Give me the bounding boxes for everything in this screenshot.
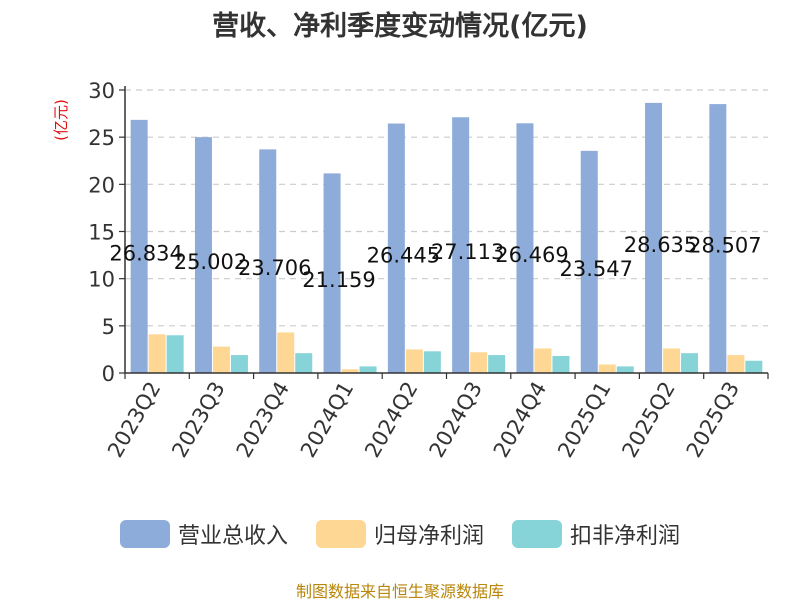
bar-2023Q2-series-0[interactable]	[130, 119, 148, 373]
bar-2025Q2-series-1[interactable]	[663, 348, 681, 373]
bar-2023Q2-series-2[interactable]	[166, 335, 184, 373]
data-label-revenue: 28.635	[624, 233, 697, 257]
bar-2024Q1-series-1[interactable]	[341, 369, 359, 373]
bar-2024Q2-series-1[interactable]	[405, 349, 423, 373]
legend-item-net-profit[interactable]: 归母净利润	[315, 518, 484, 550]
gridlines	[125, 89, 768, 327]
legend-label-deducted-profit: 扣非净利润	[570, 524, 681, 549]
legend-swatch-deducted-profit	[512, 520, 562, 548]
y-tick-label: 30	[88, 79, 115, 103]
legend: 营业总收入 归母净利润 扣非净利润	[0, 518, 800, 550]
bar-2024Q1-series-2[interactable]	[359, 366, 377, 373]
y-tick-label: 25	[88, 126, 115, 150]
y-tick-label: 0	[102, 362, 115, 386]
x-tick-label: 2024Q4	[489, 378, 551, 462]
x-axis-ticks: 2023Q2 2023Q3 2023Q4 2024Q1 2024Q2 2024Q3 2024…	[103, 373, 769, 462]
data-label-revenue: 26.834	[109, 241, 182, 265]
bar-2024Q3-series-0[interactable]	[452, 117, 470, 373]
y-tick-label: 20	[88, 173, 115, 197]
bar-2025Q3-series-2[interactable]	[745, 360, 763, 373]
legend-label-revenue: 营业总收入	[177, 524, 288, 549]
x-tick-label: 2025Q1	[553, 378, 615, 462]
legend-swatch-revenue	[119, 520, 170, 548]
data-label-revenue: 21.159	[302, 268, 375, 292]
bar-2023Q4-series-1[interactable]	[277, 332, 295, 373]
bars	[130, 102, 763, 374]
x-tick-label: 2024Q2	[360, 378, 422, 462]
bar-2025Q2-series-0[interactable]	[645, 102, 663, 374]
x-tick-label: 2023Q4	[232, 378, 294, 462]
data-label-revenue: 26.469	[495, 243, 568, 267]
legend-label-net-profit: 归母净利润	[373, 524, 484, 549]
bar-2024Q2-series-2[interactable]	[423, 351, 441, 373]
data-label-revenue: 23.547	[560, 257, 633, 281]
axes	[124, 86, 768, 374]
y-tick-label: 10	[88, 268, 115, 292]
bar-2024Q4-series-2[interactable]	[552, 356, 570, 373]
x-tick-label: 2023Q2	[103, 378, 165, 462]
x-tick-label: 2024Q3	[425, 378, 487, 462]
y-axis-label-box: (亿元)	[52, 99, 70, 141]
bar-2024Q2-series-0[interactable]	[387, 123, 405, 374]
bar-2023Q4-series-0[interactable]	[259, 149, 277, 373]
data-label-revenue: 25.002	[174, 250, 247, 274]
bar-2023Q3-series-1[interactable]	[212, 346, 230, 373]
x-tick-label: 2024Q1	[296, 378, 358, 462]
y-tick-label: 5	[102, 315, 115, 339]
bar-2024Q3-series-1[interactable]	[470, 352, 488, 373]
bar-2025Q3-series-0[interactable]	[709, 104, 727, 373]
y-tick-label: 15	[88, 221, 115, 245]
data-label-revenue: 27.113	[431, 240, 504, 264]
legend-item-revenue[interactable]: 营业总收入	[119, 518, 288, 550]
x-tick-label: 2025Q3	[682, 378, 744, 462]
data-label-revenue: 23.706	[238, 256, 311, 280]
bar-2024Q4-series-1[interactable]	[534, 348, 552, 373]
bar-2025Q1-series-0[interactable]	[580, 150, 598, 373]
data-label-revenue: 26.445	[367, 243, 440, 267]
bar-2024Q4-series-0[interactable]	[516, 123, 534, 373]
bar-2024Q3-series-2[interactable]	[488, 355, 506, 373]
bar-2025Q2-series-2[interactable]	[681, 353, 699, 373]
x-tick-label: 2025Q2	[617, 378, 679, 462]
data-label-revenue: 28.507	[688, 234, 761, 258]
bar-2023Q4-series-2[interactable]	[295, 353, 313, 373]
legend-item-deducted-profit[interactable]: 扣非净利润	[512, 518, 680, 550]
bar-2023Q2-series-1[interactable]	[148, 334, 166, 373]
bar-2024Q1-series-0[interactable]	[323, 173, 341, 373]
y-axis-label: (亿元)	[52, 99, 70, 141]
x-tick-label: 2023Q3	[167, 378, 229, 462]
bar-2025Q1-series-2[interactable]	[616, 366, 634, 373]
bar-2025Q3-series-1[interactable]	[727, 355, 745, 373]
legend-swatch-net-profit	[315, 520, 366, 548]
source-note: 制图数据来自恒生聚源数据库	[295, 582, 504, 601]
data-labels: 26.83425.00223.70621.15926.44527.11326.4…	[109, 233, 761, 292]
bar-2023Q3-series-0[interactable]	[194, 137, 212, 373]
y-axis-ticks: 0 5 10 15 20 25 30	[88, 79, 125, 386]
bar-2025Q1-series-1[interactable]	[598, 364, 616, 373]
bar-2023Q3-series-2[interactable]	[230, 355, 248, 373]
chart-title: 营收、净利季度变动情况(亿元)	[212, 11, 588, 42]
